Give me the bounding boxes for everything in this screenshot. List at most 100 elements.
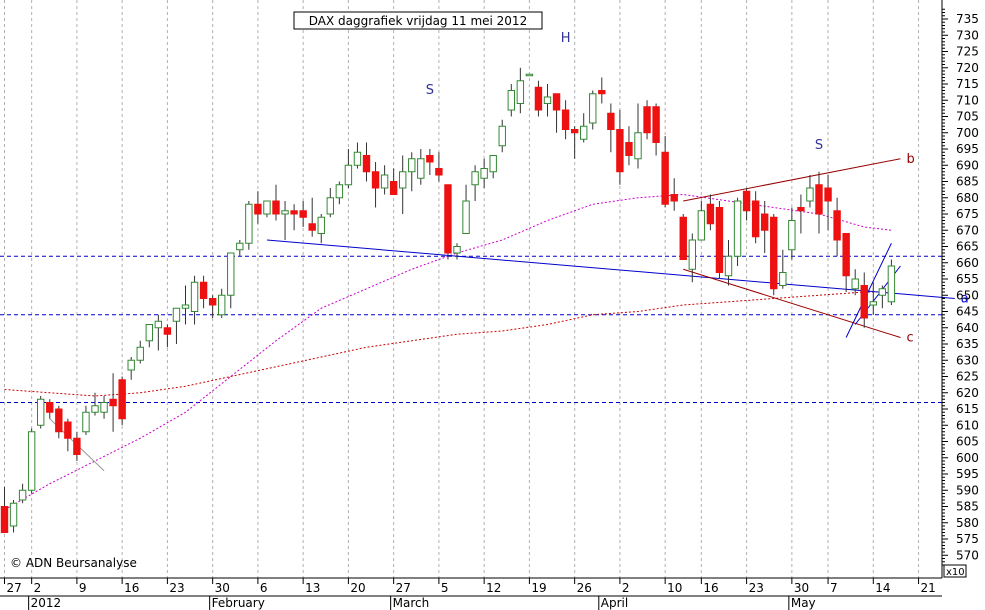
- candle-up: [543, 96, 552, 104]
- candle-up: [353, 151, 362, 166]
- candle-down: [444, 184, 452, 254]
- candle-down: [561, 109, 570, 130]
- candle-down: [860, 285, 868, 319]
- y-tick-label-10: 620: [956, 386, 979, 400]
- y-tick-label-30: 720: [956, 61, 979, 75]
- candle-down: [742, 190, 751, 212]
- candle-down: [73, 437, 81, 455]
- candle-down: [679, 216, 687, 260]
- trendline-label-c: c: [906, 331, 913, 346]
- candle-down: [118, 379, 126, 420]
- month-label-4: May: [791, 596, 816, 610]
- x-tick-label-21: 21: [921, 581, 936, 595]
- trendline-3: [845, 243, 892, 338]
- scale-label: x10: [946, 567, 965, 578]
- y-tick-label-22: 680: [956, 191, 979, 205]
- month-label-1: February: [212, 596, 265, 610]
- y-tick-label-8: 610: [956, 418, 979, 432]
- candle-down: [109, 398, 117, 407]
- candle-up: [779, 272, 787, 286]
- y-tick-label-23: 685: [956, 175, 979, 189]
- y-tick-label-2: 580: [956, 516, 979, 530]
- candle-up: [335, 184, 344, 199]
- candle-down: [426, 155, 434, 163]
- candle-up: [788, 220, 796, 251]
- candle-up: [326, 197, 335, 215]
- candle-up: [724, 255, 733, 277]
- candle-up: [190, 281, 199, 312]
- candle-down: [290, 210, 298, 215]
- candle-up: [344, 164, 353, 186]
- candle-up: [172, 307, 181, 322]
- y-tick-label-29: 715: [956, 77, 979, 91]
- candle-down: [715, 207, 724, 273]
- y-tick-label-27: 705: [956, 110, 979, 124]
- candle-down: [64, 421, 72, 439]
- x-tick-label-19: 7: [830, 581, 838, 595]
- candle-up: [462, 200, 470, 234]
- candle-up: [37, 398, 45, 426]
- y-tick-label-3: 585: [956, 500, 979, 514]
- horizontal-levels: [0, 255, 942, 403]
- x-tick-label-20: 14: [875, 581, 890, 595]
- candle-up: [91, 405, 99, 413]
- candle-up: [589, 93, 597, 124]
- candle-up: [408, 158, 416, 173]
- candle-down: [761, 213, 769, 231]
- month-label-2: March: [393, 596, 430, 610]
- y-tick-label-20: 670: [956, 223, 979, 237]
- candle-down: [815, 184, 823, 215]
- plot-area: [0, 0, 942, 578]
- month-label-0: 2012: [31, 596, 62, 610]
- candle-down: [208, 298, 217, 306]
- y-tick-label-19: 665: [956, 240, 979, 254]
- x-tick-label-2: 9: [79, 581, 87, 595]
- candle-down: [616, 129, 624, 173]
- x-tick-label-6: 6: [260, 581, 268, 595]
- candle-up: [127, 359, 135, 371]
- candle-down: [55, 408, 63, 433]
- x-axis-month-ticks: 2012 February March April May: [28, 596, 816, 610]
- y-tick-label-18: 660: [956, 256, 979, 270]
- candle-up: [245, 203, 253, 244]
- candle-up: [507, 90, 516, 111]
- annotations: S H S: [426, 31, 823, 153]
- y-tick-label-16: 650: [956, 288, 979, 302]
- x-tick-label-12: 19: [531, 581, 546, 595]
- candle-up: [317, 216, 325, 234]
- candle-up: [498, 125, 506, 147]
- month-label-3: April: [601, 596, 628, 610]
- candle-down: [199, 281, 208, 299]
- y-tick-label-1: 575: [956, 532, 979, 546]
- x-axis-day-ticks: 27 2 9 16 23 30 6 13 20 27 5 12 19 26 2 10 16 23 30 7 14 21: [4, 578, 936, 595]
- x-tick-label-3: 16: [124, 581, 139, 595]
- y-tick-label-14: 640: [956, 321, 979, 335]
- candle-up: [380, 174, 389, 189]
- candle-down: [598, 90, 606, 95]
- candle-down: [670, 194, 678, 202]
- y-tick-label-21: 675: [956, 207, 979, 221]
- candle-down: [46, 402, 54, 413]
- candle-down: [0, 506, 9, 533]
- candle-down: [254, 203, 262, 215]
- x-tick-label-7: 13: [305, 581, 320, 595]
- x-tick-label-15: 10: [667, 581, 682, 595]
- candle-up: [236, 242, 244, 251]
- candle-up: [516, 80, 525, 104]
- trendline-label-b: b: [906, 152, 914, 167]
- candle-up: [82, 411, 90, 433]
- x-tick-label-17: 23: [749, 581, 764, 595]
- x-tick-label-4: 23: [169, 581, 184, 595]
- candle-down: [751, 200, 760, 238]
- candle-up: [27, 431, 36, 491]
- candle-down: [625, 142, 633, 156]
- y-tick-label-24: 690: [956, 158, 979, 172]
- candle-up: [9, 502, 18, 527]
- y-tick-label-17: 655: [956, 272, 979, 286]
- candle-up: [887, 265, 896, 303]
- x-tick-label-11: 12: [486, 581, 501, 595]
- y-tick-label-32: 730: [956, 28, 979, 42]
- candle-up: [525, 73, 534, 77]
- candle-up: [634, 132, 642, 160]
